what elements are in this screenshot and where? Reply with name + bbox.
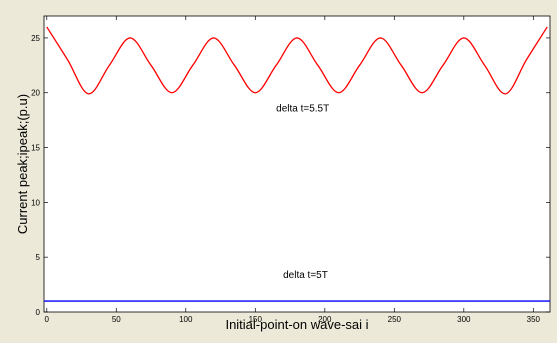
- axis-ticks: 0 50 100 150 200 250 300 350 0 5 10 15 20 25: [31, 16, 550, 324]
- x-tick-label: 300: [457, 315, 471, 324]
- y-axis-label: Current peak;ipeak;(p.u): [15, 94, 30, 234]
- x-tick-label: 50: [112, 315, 121, 324]
- x-tick-label: 150: [249, 315, 263, 324]
- x-tick-label: 250: [388, 315, 402, 324]
- x-tick-label: 350: [527, 315, 541, 324]
- x-tick-label: 200: [318, 315, 332, 324]
- annotations: delta t=5.5T delta t=5T: [276, 103, 329, 281]
- series-line-delta-5-5T: [46, 26, 548, 95]
- x-tick-label: 0: [45, 315, 50, 324]
- y-tick-label: 5: [36, 253, 41, 262]
- x-axis-label: Initial-point-on wave-sai i: [225, 317, 368, 332]
- plot-area: [43, 15, 551, 313]
- y-tick-label: 15: [31, 144, 40, 153]
- annotation-label: delta t=5T: [283, 270, 328, 281]
- y-tick-label: 10: [31, 198, 40, 207]
- y-tick-label: 0: [36, 308, 41, 317]
- series-lines: [44, 26, 550, 302]
- y-tick-label: 20: [31, 89, 40, 98]
- annotation-label: delta t=5.5T: [276, 103, 329, 114]
- y-tick-label: 25: [31, 34, 40, 43]
- x-tick-label: 100: [179, 315, 193, 324]
